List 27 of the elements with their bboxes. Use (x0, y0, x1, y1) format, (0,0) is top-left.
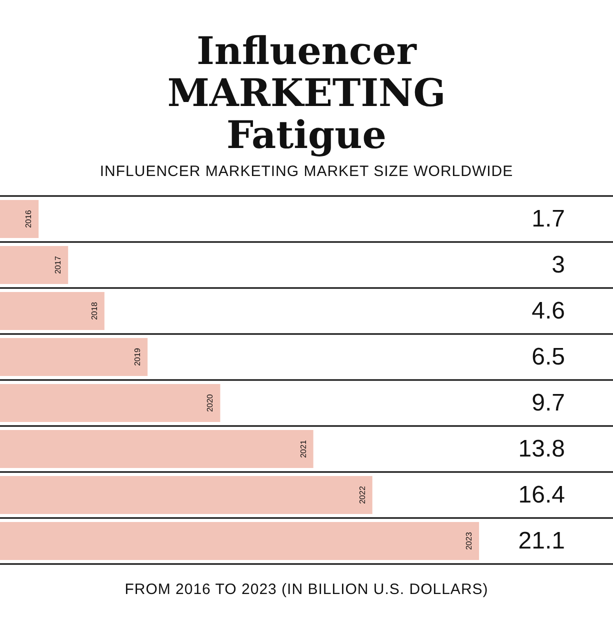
y-tick-label: 2018 (90, 302, 99, 320)
bar (0, 384, 220, 422)
y-tick-label: 2022 (358, 486, 367, 504)
bar (0, 476, 372, 514)
chart-title: Influencer MARKETING Fatigue (166, 28, 447, 157)
bar (0, 430, 314, 468)
chart-subtitle: INFLUENCER MARKETING MARKET SIZE WORLDWIDE (98, 163, 514, 180)
data-label: 13.8 (518, 436, 565, 462)
y-tick-label: 2017 (54, 256, 63, 274)
data-label: 16.4 (518, 482, 565, 508)
bar (0, 292, 104, 330)
data-label: 1.7 (532, 206, 565, 232)
data-label: 21.1 (518, 528, 565, 554)
bar (0, 200, 39, 238)
bar (0, 338, 148, 376)
y-tick-label: 2020 (206, 394, 215, 412)
data-label: 4.6 (532, 298, 565, 324)
bar (0, 246, 68, 284)
data-label: 6.5 (532, 344, 565, 370)
text: FROM 2016 TO 2023 (IN BILLION U.S. DOLLARS) (124, 581, 490, 598)
y-tick-label: 2016 (24, 210, 34, 228)
y-tick-label: 2019 (133, 348, 142, 366)
y-tick-label: 2023 (464, 532, 474, 550)
y-tick-label: 2021 (298, 440, 308, 458)
bar (0, 522, 480, 560)
data-label: 9.7 (532, 390, 565, 416)
data-label: 3 (552, 252, 565, 278)
